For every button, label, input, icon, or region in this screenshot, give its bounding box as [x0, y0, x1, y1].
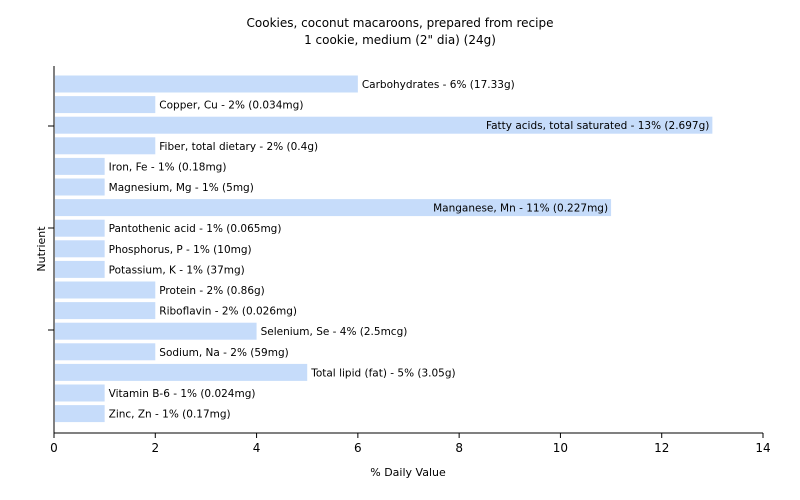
bar-label: Copper, Cu - 2% (0.034mg): [159, 100, 303, 112]
bar: [55, 75, 358, 93]
bar-label: Selenium, Se - 4% (2.5mcg): [261, 326, 408, 338]
x-tick-label: 14: [755, 441, 770, 455]
bar-label: Protein - 2% (0.86g): [159, 285, 265, 297]
bar: [55, 240, 105, 258]
y-axis-label: Nutrient: [35, 226, 48, 272]
bar-label: Fiber, total dietary - 2% (0.4g): [159, 141, 318, 153]
bar-label: Magnesium, Mg - 1% (5mg): [109, 182, 254, 194]
x-tick-group: 0 2 4 6 8 10 12 14: [50, 433, 771, 455]
bar-label: Carbohydrates - 6% (17.33g): [362, 79, 515, 91]
x-tick-label: 10: [553, 441, 568, 455]
x-tick-label: 4: [253, 441, 261, 455]
bar-group: [55, 75, 713, 423]
bar: [55, 157, 105, 175]
x-tick-label: 0: [50, 441, 58, 455]
bar: [55, 363, 308, 381]
bar-label: Vitamin B-6 - 1% (0.024mg): [109, 388, 256, 400]
bar-label: Fatty acids, total saturated - 13% (2.69…: [486, 120, 709, 132]
bar: [55, 405, 105, 423]
bar: [55, 199, 612, 217]
bar: [55, 322, 257, 340]
bar-label: Phosphorus, P - 1% (10mg): [109, 244, 252, 256]
bar-label: Sodium, Na - 2% (59mg): [159, 347, 288, 359]
bar: [55, 219, 105, 237]
x-tick-label: 2: [151, 441, 159, 455]
bar: [55, 116, 713, 134]
chart-subtitle: 1 cookie, medium (2" dia) (24g): [304, 33, 496, 47]
bar: [55, 96, 156, 114]
bar-label-group: Carbohydrates - 6% (17.33g) Copper, Cu - …: [109, 79, 710, 421]
bar-label: Zinc, Zn - 1% (0.17mg): [109, 409, 231, 421]
bar-label: Manganese, Mn - 11% (0.227mg): [433, 203, 608, 215]
bar-label: Iron, Fe - 1% (0.18mg): [109, 161, 227, 173]
bar: [55, 302, 156, 320]
bar-label: Pantothenic acid - 1% (0.065mg): [109, 223, 282, 235]
bar: [55, 260, 105, 278]
bar: [55, 281, 156, 299]
bar-label: Potassium, K - 1% (37mg): [109, 264, 245, 276]
bar: [55, 137, 156, 155]
bar-label: Riboflavin - 2% (0.026mg): [159, 306, 297, 318]
x-tick-label: 12: [654, 441, 669, 455]
x-tick-label: 6: [354, 441, 362, 455]
bar-label: Total lipid (fat) - 5% (3.05g): [310, 367, 455, 379]
axes: [48, 66, 763, 434]
bar: [55, 384, 105, 402]
x-axis-label: % Daily Value: [370, 466, 446, 479]
chart-title: Cookies, coconut macaroons, prepared fro…: [247, 16, 554, 30]
x-tick-label: 8: [455, 441, 463, 455]
bar: [55, 343, 156, 361]
bar: [55, 178, 105, 196]
